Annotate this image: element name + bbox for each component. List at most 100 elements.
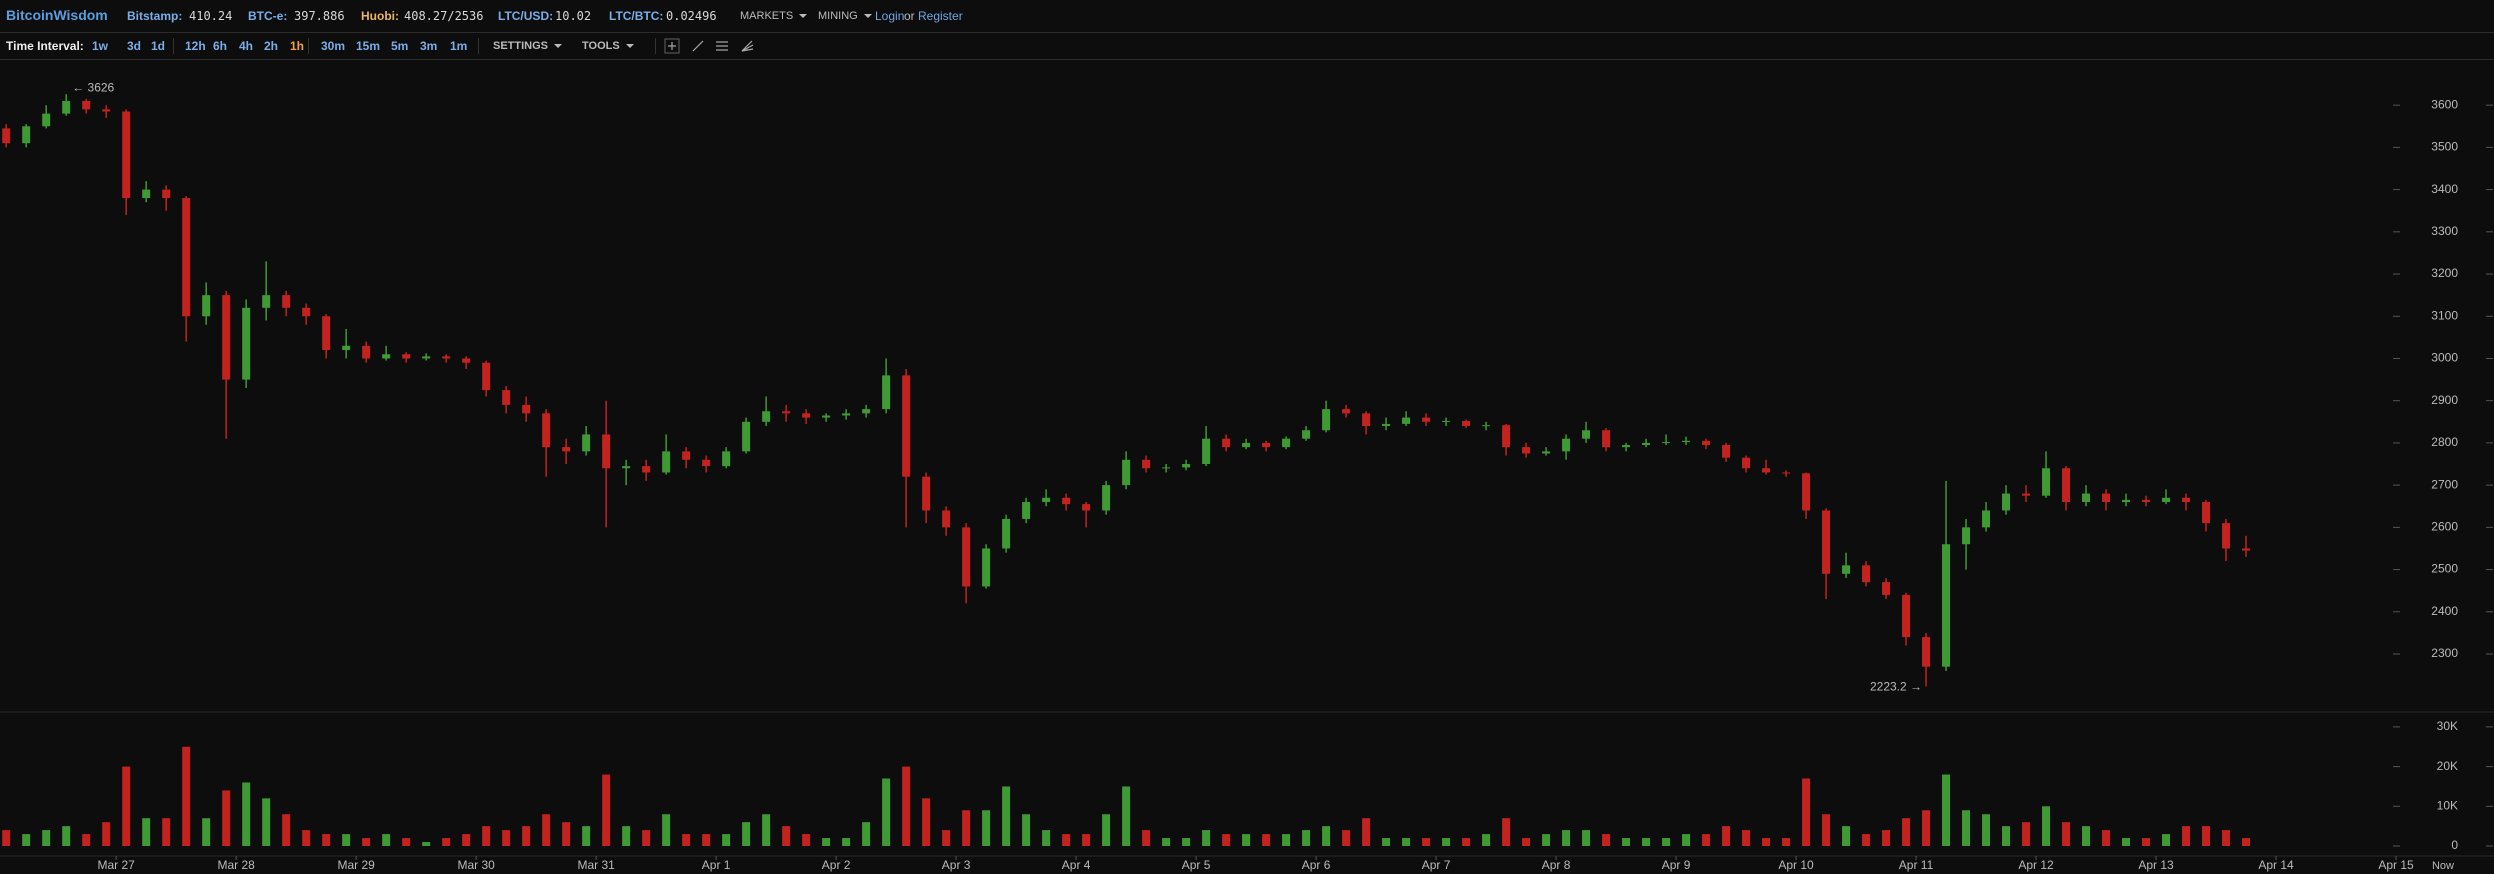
volume-bar — [2102, 830, 2111, 846]
x-tick-label: Apr 10 — [1778, 858, 1814, 872]
interval-button[interactable]: 5m — [391, 39, 409, 53]
max-annotation: ← 3626 — [72, 80, 114, 94]
login-link[interactable]: Login — [875, 9, 905, 23]
volume-bar — [1182, 838, 1191, 846]
volume-bar — [662, 814, 671, 846]
interval-label: Time Interval: — [6, 39, 84, 53]
volume-bar — [1722, 826, 1731, 846]
volume-bar — [1682, 834, 1691, 846]
candle-body — [1222, 438, 1231, 448]
volume-bar — [1362, 818, 1371, 846]
candle-body — [1602, 430, 1611, 448]
candle-body — [1202, 438, 1211, 465]
menu-mining[interactable]: MINING — [818, 9, 872, 23]
candle-body — [1162, 467, 1171, 469]
separator — [308, 38, 309, 54]
candle-body — [382, 354, 391, 359]
interval-button[interactable]: 1h — [290, 39, 305, 53]
tools-menu[interactable]: TOOLS — [582, 39, 634, 53]
volume-bar — [1902, 818, 1911, 846]
interval-button[interactable]: 15m — [356, 39, 381, 53]
x-tick-label: Mar 31 — [577, 858, 615, 872]
interval-button[interactable]: 6h — [213, 39, 228, 53]
interval-button[interactable]: 30m — [321, 39, 346, 53]
volume-bar — [1602, 834, 1611, 846]
volume-bar — [1542, 834, 1551, 846]
volume-bar — [2162, 834, 2171, 846]
candle-body — [342, 345, 351, 351]
ticker-label: BTC-e: — [248, 9, 288, 23]
volume-bar — [382, 834, 391, 846]
x-tick-label: Apr 11 — [1899, 858, 1934, 872]
candle-body — [422, 356, 431, 359]
candle-body — [82, 100, 91, 110]
interval-button[interactable]: 4h — [239, 39, 254, 53]
volume-bar — [1102, 814, 1111, 846]
menu-markets[interactable]: MARKETS — [740, 9, 807, 23]
volume-bar — [222, 790, 231, 846]
candle-body — [1502, 425, 1511, 448]
volume-bar — [1642, 838, 1651, 846]
candle-body — [1802, 473, 1811, 511]
line-tool[interactable] — [692, 40, 704, 52]
crosshair-tool[interactable] — [664, 38, 680, 54]
interval-button[interactable]: 1w — [92, 39, 109, 53]
fan-tool[interactable] — [741, 40, 754, 52]
x-tick-label: Apr 6 — [1302, 858, 1331, 872]
candle-body — [2122, 499, 2131, 503]
candle-body — [262, 295, 271, 308]
volume-bar — [1342, 830, 1351, 846]
volume-bar — [342, 834, 351, 846]
volume-bar — [742, 822, 751, 846]
volume-bar — [2022, 822, 2031, 846]
interval-button[interactable]: 3d — [127, 39, 142, 53]
fib-tool[interactable] — [716, 41, 728, 51]
candle-body — [142, 189, 151, 199]
volume-bar — [262, 798, 271, 846]
volume-bar — [682, 834, 691, 846]
candle-body — [542, 413, 551, 448]
volume-bar — [1222, 834, 1231, 846]
interval-button[interactable]: 3m — [420, 39, 438, 53]
candle-body — [662, 451, 671, 473]
ticker-value: 10.02 — [555, 9, 592, 23]
candle-body — [162, 189, 171, 199]
register-link[interactable]: Register — [918, 9, 963, 23]
candle-body — [1302, 430, 1311, 439]
volume-bar — [1922, 810, 1931, 846]
volume-bar — [782, 826, 791, 846]
volume-bar — [1662, 838, 1671, 846]
candle-body — [922, 476, 931, 511]
volume-bar — [542, 814, 551, 846]
candle-body — [602, 434, 611, 469]
volume-bar — [322, 834, 331, 846]
candle-body — [42, 113, 51, 127]
interval-button[interactable]: 1m — [450, 39, 468, 53]
candle-body — [462, 358, 471, 363]
candle-body — [2102, 493, 2111, 503]
volume-bar — [862, 822, 871, 846]
settings-menu[interactable]: SETTINGS — [493, 39, 562, 53]
candle-body — [1062, 497, 1071, 505]
candle-body — [322, 316, 331, 351]
volume-bar — [402, 838, 411, 846]
volume-bar — [1462, 838, 1471, 846]
logo[interactable]: BitcoinWisdom — [6, 7, 108, 23]
volume-bar — [1322, 826, 1331, 846]
top-bar: BitcoinWisdom Bitstamp: 410.24 BTC-e: 39… — [0, 0, 2494, 33]
volume-bar — [882, 778, 891, 846]
volume-bar — [702, 834, 711, 846]
interval-button[interactable]: 2h — [264, 39, 279, 53]
candle-body — [482, 362, 491, 391]
volume-bar — [2242, 838, 2251, 846]
interval-button[interactable]: 12h — [185, 39, 206, 53]
candle-body — [1042, 497, 1051, 503]
interval-button[interactable]: 1d — [151, 39, 166, 53]
candle-body — [1102, 485, 1111, 511]
candle-body — [2, 128, 11, 144]
candle-body — [1722, 445, 1731, 458]
volume-bar — [582, 826, 591, 846]
candle-body — [2162, 497, 2171, 503]
volume-bar — [242, 782, 251, 846]
